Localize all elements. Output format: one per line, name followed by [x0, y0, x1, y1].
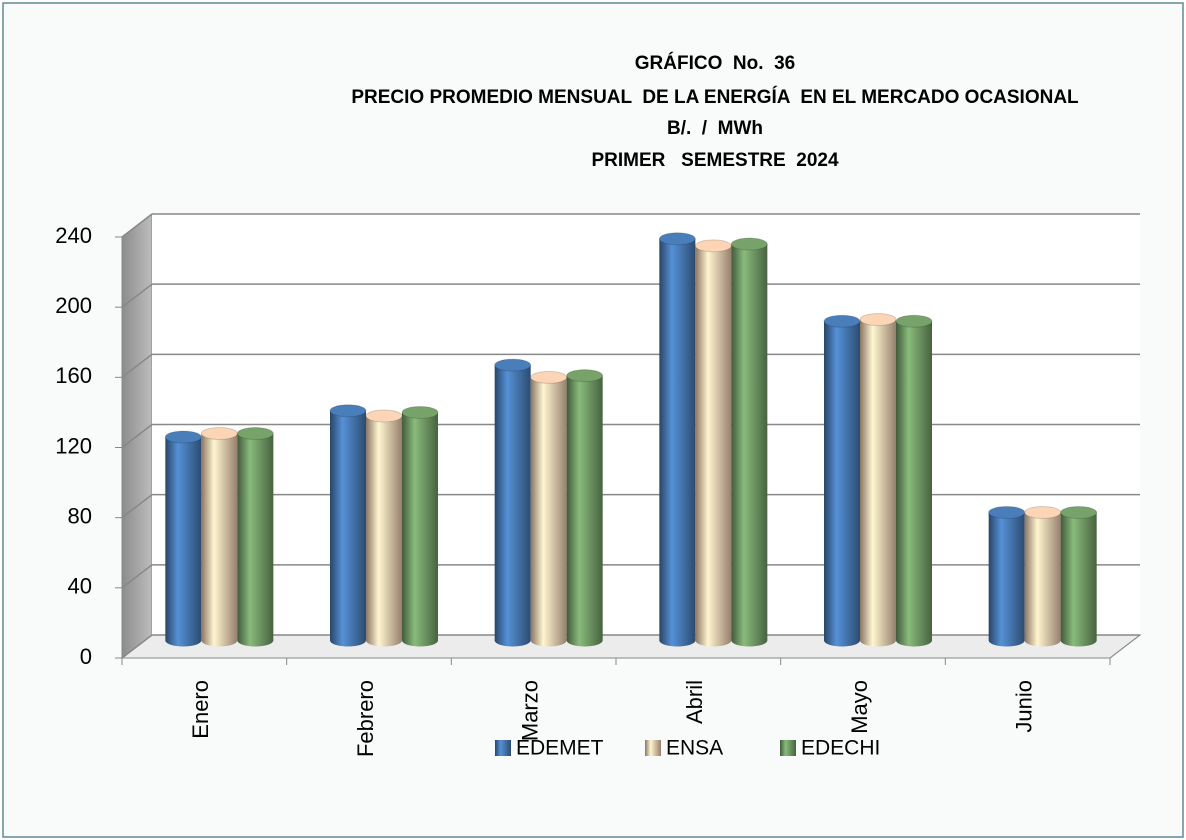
- legend-label: ENSA: [666, 737, 723, 760]
- bar: [1024, 512, 1061, 641]
- bar: [824, 321, 860, 641]
- bar-top: [895, 314, 933, 328]
- bar: [494, 365, 531, 641]
- bar-top: [1024, 505, 1062, 519]
- y-tick-label: 40: [68, 574, 92, 599]
- bar-top: [566, 369, 604, 383]
- y-tick-label: 200: [55, 293, 92, 318]
- bar: [201, 433, 238, 641]
- legend-swatch: [495, 740, 511, 756]
- grid-line: [121, 634, 153, 659]
- bar: [237, 433, 274, 641]
- chart-subtitle: B/. / MWh: [667, 118, 763, 139]
- bar: [695, 245, 732, 641]
- x-tick-label: Febrero: [353, 680, 378, 757]
- bar-top: [1060, 505, 1098, 519]
- bar-top: [658, 232, 696, 246]
- grid-line: [121, 283, 153, 308]
- bar-top: [694, 239, 732, 253]
- bar-top: [365, 409, 403, 423]
- bar: [1060, 512, 1097, 641]
- chart-subtitle: PRECIO PROMEDIO MENSUAL DE LA ENERGÍA EN…: [351, 86, 1079, 108]
- bar: [988, 512, 1025, 641]
- bar: [896, 321, 932, 641]
- bar: [366, 415, 402, 641]
- legend-swatch: [645, 740, 661, 756]
- bar: [659, 238, 696, 641]
- grid-line: [121, 213, 153, 238]
- bar-top: [494, 358, 532, 372]
- y-tick-label: 160: [55, 363, 92, 388]
- bar-top: [988, 505, 1026, 519]
- x-tick-label: Junio: [1011, 680, 1036, 733]
- bar: [530, 377, 567, 641]
- floor: [120, 634, 1142, 659]
- y-tick-label: 80: [68, 503, 92, 528]
- bar-top: [164, 430, 202, 444]
- bar-top: [401, 405, 439, 419]
- bar-top: [530, 370, 568, 384]
- bar-top: [329, 404, 367, 418]
- x-tick-label: Abril: [682, 680, 707, 724]
- y-tick-label: 240: [55, 223, 92, 248]
- bar: [566, 375, 603, 641]
- grid-line: [121, 564, 153, 589]
- legend-swatch: [780, 740, 796, 756]
- x-axis: [1109, 634, 1141, 659]
- bar: [402, 412, 438, 641]
- bar: [165, 437, 202, 641]
- bar-top: [200, 427, 238, 441]
- bar-top: [823, 314, 861, 328]
- legend-label: EDEMET: [516, 737, 604, 760]
- x-tick-label: Marzo: [517, 680, 542, 741]
- bar: [860, 319, 896, 641]
- grid-line: [121, 494, 153, 519]
- chart-title: GRÁFICO No. 36: [635, 52, 795, 74]
- bar-top: [730, 237, 768, 251]
- bar: [731, 244, 768, 641]
- x-tick-label: Enero: [188, 680, 213, 739]
- grid-line: [121, 423, 153, 449]
- chart-subtitle: PRIMER SEMESTRE 2024: [591, 150, 839, 171]
- x-tick-label: Mayo: [847, 680, 872, 734]
- bar-top: [859, 312, 897, 326]
- bar-top: [236, 427, 274, 441]
- bar: [330, 410, 366, 641]
- legend-label: EDECHI: [801, 737, 880, 760]
- y-tick-label: 0: [80, 644, 92, 669]
- grid-line: [121, 353, 153, 378]
- y-tick-label: 120: [55, 433, 92, 458]
